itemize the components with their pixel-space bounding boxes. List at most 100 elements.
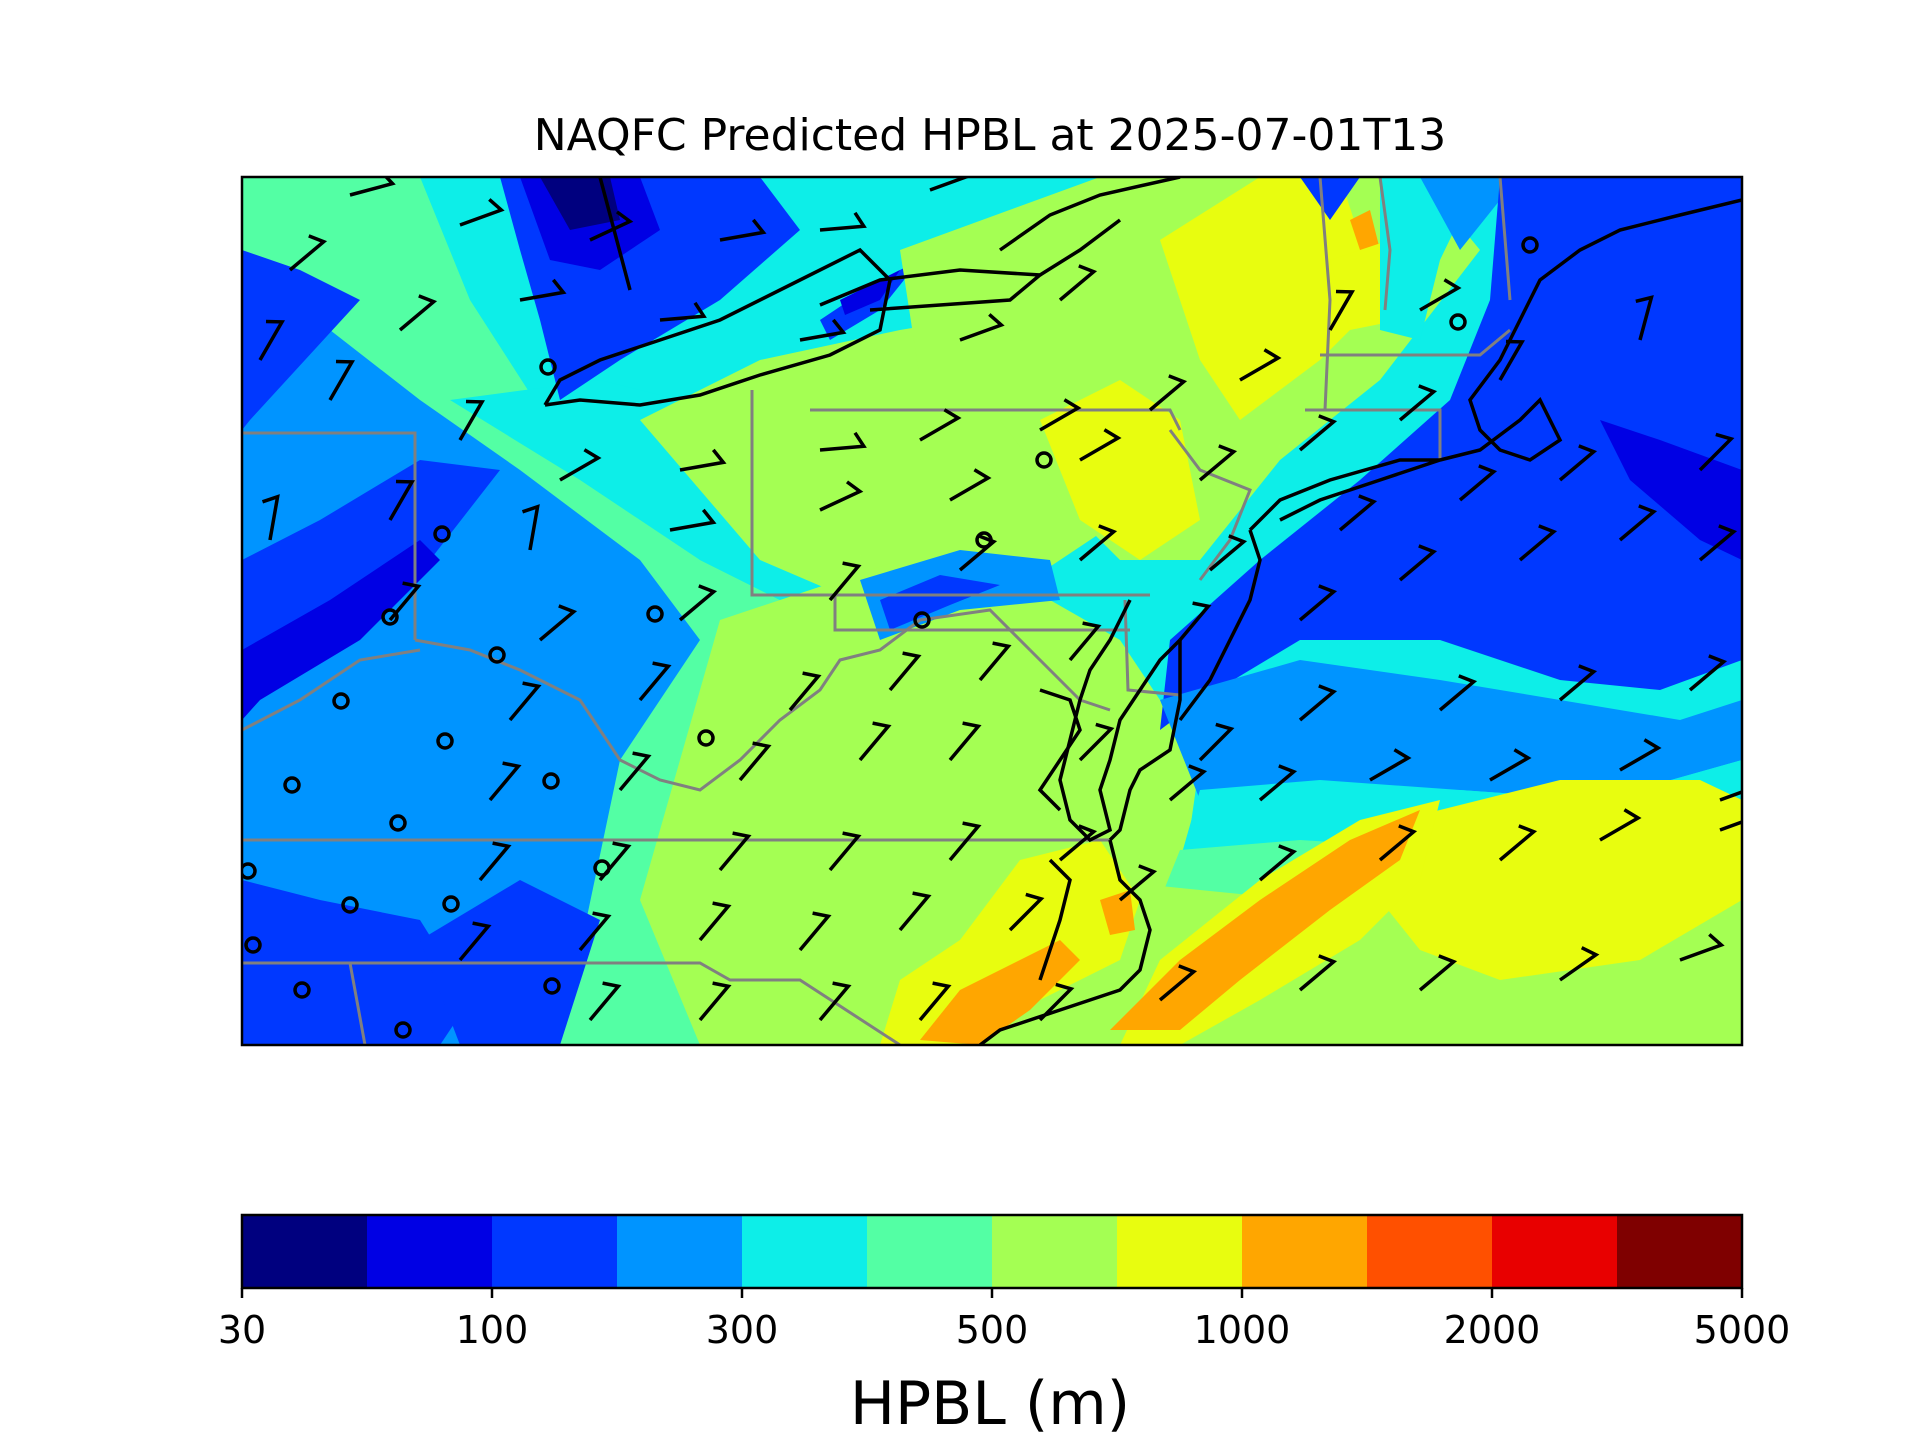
coast-ne <box>1439 198 1742 462</box>
map-title: NAQFC Predicted HPBL at 2025-07-01T13 <box>534 110 1447 161</box>
wind-barb <box>698 901 732 942</box>
coast-chesapeake <box>1058 599 1182 843</box>
wind-barb <box>1558 664 1598 702</box>
wind-barb <box>1698 524 1738 562</box>
wind-barb <box>1079 428 1122 462</box>
colorbar-bin <box>492 1215 618 1288</box>
border-pa-ny <box>750 390 1150 597</box>
wind-barb <box>819 480 864 512</box>
colorbar-bin <box>1242 1215 1368 1288</box>
field-far-ne-blue <box>1420 177 1500 250</box>
wind-barb <box>1418 954 1458 992</box>
calm-wind-circle <box>394 1021 412 1039</box>
colorbar-bin <box>1492 1215 1618 1288</box>
wind-barb <box>678 584 718 622</box>
colorbar-bin <box>1617 1215 1743 1288</box>
calm-wind-markers <box>242 236 1539 1039</box>
wind-barb <box>1719 820 1742 832</box>
wind-barb <box>888 651 922 692</box>
wind-barb <box>1635 295 1654 341</box>
calm-wind-circle <box>433 525 451 543</box>
wind-barb <box>819 431 867 452</box>
wind-barb <box>1369 748 1412 782</box>
wind-barb <box>1599 808 1642 842</box>
calm-wind-circle <box>1035 451 1053 469</box>
field-pa-blue2 <box>880 575 1000 630</box>
wind-barb <box>948 821 982 862</box>
wind-barb <box>1298 954 1338 992</box>
border-oh-w <box>242 431 417 640</box>
calm-wind-circle <box>244 936 262 954</box>
border-tn <box>348 962 367 1045</box>
wind-barb <box>948 721 982 762</box>
colorbar-tick-label: 30 <box>218 1308 266 1352</box>
wind-barb <box>1378 824 1418 862</box>
wind-barb <box>1298 414 1338 452</box>
calm-wind-circle <box>381 608 399 626</box>
colorbar-bin <box>1367 1215 1493 1288</box>
map-frame <box>240 175 1744 1047</box>
coast-canada-north <box>998 177 1181 252</box>
wind-barb <box>559 448 602 482</box>
wind-barb <box>1298 584 1338 622</box>
wind-barb <box>458 921 492 962</box>
wind-barb <box>1078 722 1115 762</box>
border-me <box>1498 177 1512 301</box>
wind-barb <box>1058 264 1098 302</box>
wind-barb <box>508 681 542 722</box>
calm-wind-circle <box>975 531 993 549</box>
wind-barb <box>618 751 652 792</box>
wind-barb <box>458 399 485 441</box>
wind-barb <box>858 721 892 762</box>
wind-barb <box>261 494 280 541</box>
wind-barb <box>349 177 396 197</box>
wind-barb <box>1558 946 1600 982</box>
wind-barb <box>949 468 992 502</box>
field-se-yellow <box>1380 780 1742 980</box>
wind-barb <box>828 561 862 602</box>
wind-barb <box>459 198 505 227</box>
wind-barb <box>1328 289 1355 331</box>
wind-barb <box>1038 982 1075 1022</box>
coast-delmarva <box>1108 640 1182 842</box>
wind-barb <box>919 408 962 442</box>
wind-barb <box>898 891 932 932</box>
wind-barb <box>1078 524 1118 562</box>
wind-barb <box>929 177 971 192</box>
wind-barb <box>798 911 832 952</box>
colorbar-ticks: 30 100 300 500 1000 2000 5000 <box>218 1288 1790 1352</box>
wind-barb <box>799 318 847 342</box>
field-coast-yellow <box>880 840 1140 1045</box>
wind-barb <box>1679 933 1725 962</box>
field-ny-darkblue <box>840 270 900 315</box>
border-md-de <box>1123 599 1181 697</box>
coast-pamlico <box>1038 858 1072 981</box>
wind-barb <box>478 841 512 882</box>
colorbar-tick-label: 100 <box>456 1308 529 1352</box>
wind-barb <box>578 911 612 952</box>
wind-barb <box>1498 824 1538 862</box>
wind-barb <box>1258 764 1298 802</box>
wind-barb <box>1618 504 1658 542</box>
wind-barb <box>1619 738 1662 772</box>
field-ocean-blue <box>1160 177 1742 730</box>
colorbar-tick-label: 2000 <box>1444 1308 1541 1352</box>
wind-barb <box>1178 601 1212 642</box>
calm-wind-circle <box>242 862 257 880</box>
colorbar-tick-label: 500 <box>956 1308 1029 1352</box>
border-ma <box>1320 328 1511 357</box>
hpbl-map <box>242 177 1742 1045</box>
calm-wind-circle <box>697 729 715 747</box>
calm-wind-circle <box>442 895 460 913</box>
calm-wind-circle <box>913 611 931 629</box>
wind-barb <box>328 359 355 401</box>
wind-barb <box>1398 384 1438 422</box>
wind-barb <box>1208 534 1248 572</box>
wind-barb <box>1258 844 1298 882</box>
field-ne-yellow2 <box>1040 380 1200 560</box>
calm-wind-circle <box>283 776 301 794</box>
field-w-darkblue <box>242 540 440 720</box>
wind-barb <box>1419 278 1462 312</box>
wind-barb <box>1008 892 1045 932</box>
